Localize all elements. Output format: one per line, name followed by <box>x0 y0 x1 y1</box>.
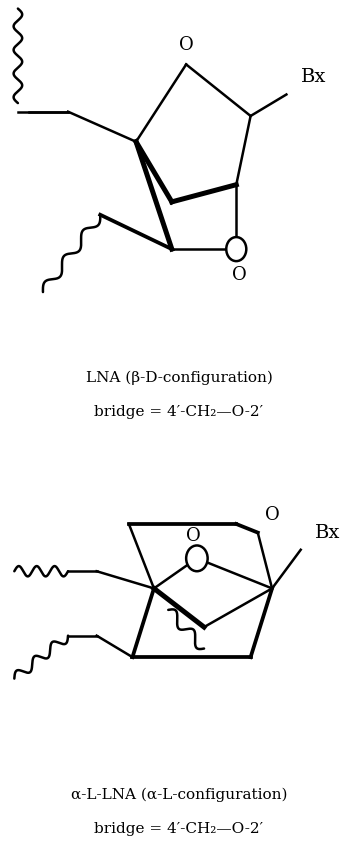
Text: LNA (β-D-configuration): LNA (β-D-configuration) <box>86 371 272 385</box>
Text: bridge = 4′-CH₂—O-2′: bridge = 4′-CH₂—O-2′ <box>95 822 263 836</box>
Text: Bx: Bx <box>301 69 326 86</box>
Circle shape <box>226 237 246 261</box>
Text: α-L-LNA (α-L-configuration): α-L-LNA (α-L-configuration) <box>71 788 287 801</box>
Text: Bx: Bx <box>315 524 340 541</box>
Text: O: O <box>265 506 280 524</box>
Text: O: O <box>179 36 194 53</box>
Circle shape <box>186 545 208 571</box>
Text: bridge = 4′-CH₂—O-2′: bridge = 4′-CH₂—O-2′ <box>95 405 263 419</box>
Text: O: O <box>232 266 247 284</box>
Text: O: O <box>186 527 201 545</box>
